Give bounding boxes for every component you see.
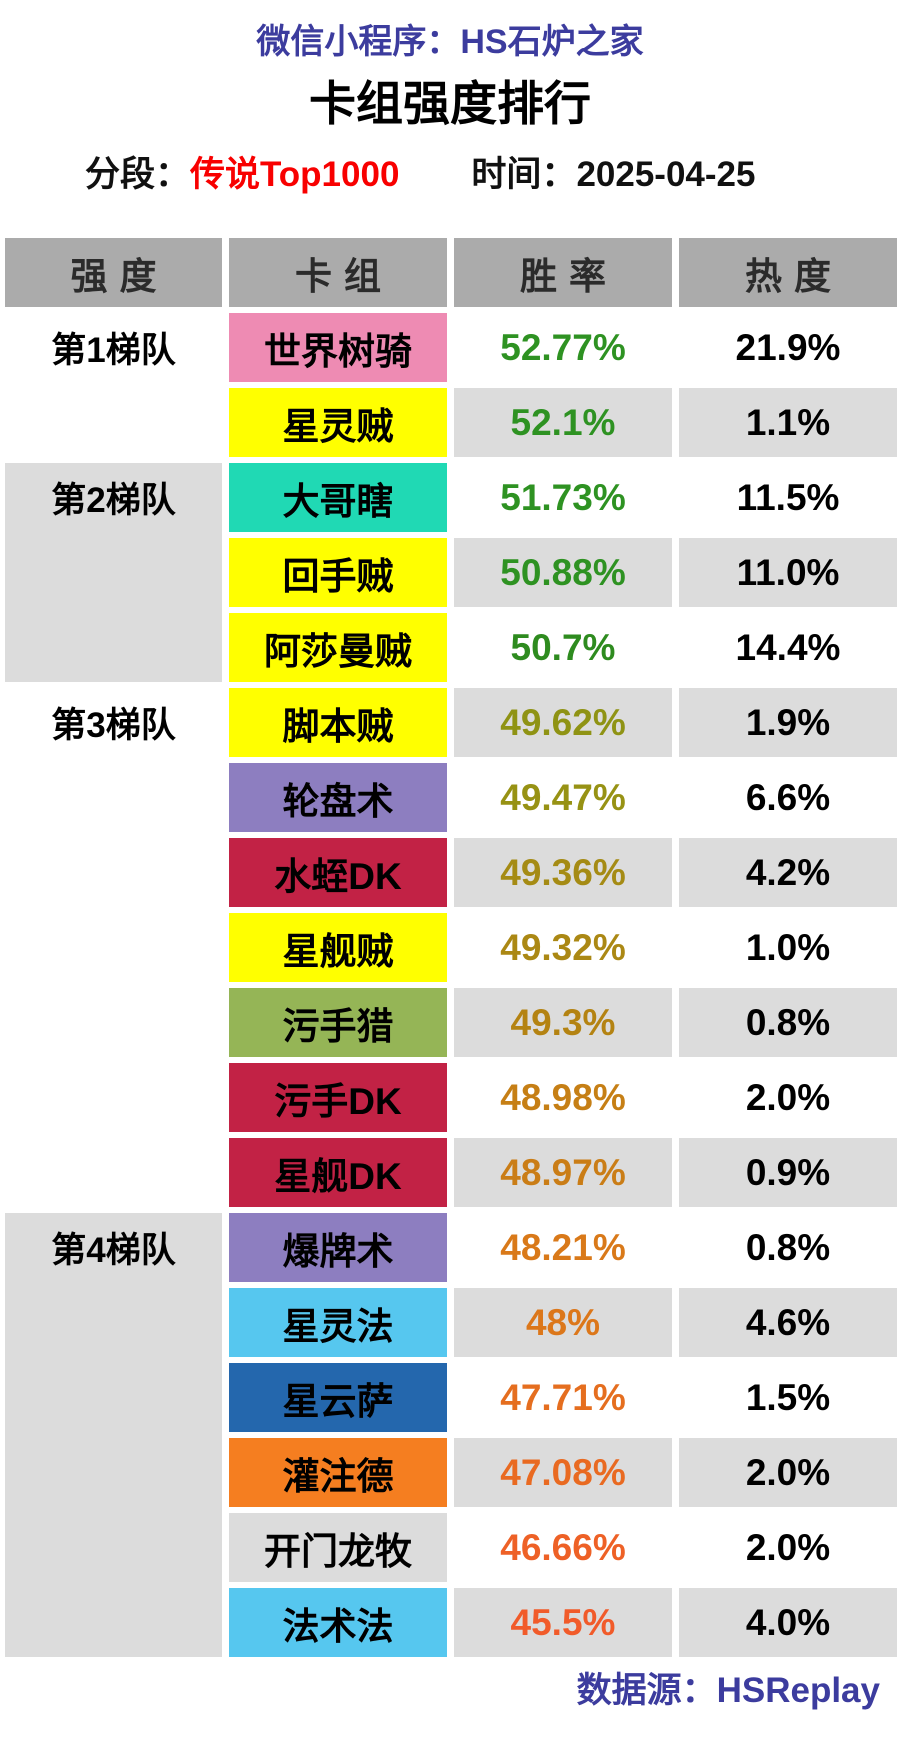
tier-label-2: 第2梯队 (51, 481, 176, 520)
deck-cell: 开门龙牧 (229, 1513, 447, 1582)
heat-value: 4.6% (679, 1288, 897, 1357)
winrate-value: 48.98% (454, 1063, 672, 1132)
deck-cell: 星灵法 (229, 1288, 447, 1357)
winrate-value: 52.77% (454, 313, 672, 382)
heat-value: 1.1% (679, 388, 897, 457)
deck-cell: 大哥瞎 (229, 463, 447, 532)
segment-label: 分段： (85, 155, 191, 194)
deck-cell: 阿莎曼贼 (229, 613, 447, 682)
heat-value: 4.2% (679, 838, 897, 907)
heat-value: 0.9% (679, 1138, 897, 1207)
heat-value: 4.0% (679, 1588, 897, 1657)
deck-cell: 爆牌术 (229, 1213, 447, 1282)
winrate-value: 48.97% (454, 1138, 672, 1207)
heat-value: 1.5% (679, 1363, 897, 1432)
heat-value: 11.5% (679, 463, 897, 532)
heat-value: 1.9% (679, 688, 897, 757)
winrate-value: 49.3% (454, 988, 672, 1057)
deck-cell: 回手贼 (229, 538, 447, 607)
tier-table: 强度 卡组 胜率 热度第1梯队第2梯队第3梯队第4梯队 世界树骑 52.77% 21.9% 星… (5, 238, 897, 1657)
tier-label-1: 第1梯队 (51, 331, 176, 370)
deck-cell: 星舰DK (229, 1138, 447, 1207)
winrate-value: 47.71% (454, 1363, 672, 1432)
deck-cell: 污手猎 (229, 988, 447, 1057)
column-header-1: 强度 (5, 238, 222, 307)
tier-label-3: 第3梯队 (51, 706, 176, 745)
winrate-value: 52.1% (454, 388, 672, 457)
heat-value: 6.6% (679, 763, 897, 832)
winrate-value: 48% (454, 1288, 672, 1357)
winrate-value: 48.21% (454, 1213, 672, 1282)
tier-cell-2: 第2梯队 (5, 463, 222, 682)
deck-cell: 世界树骑 (229, 313, 447, 382)
data-source-value: HSReplay (716, 1671, 880, 1710)
meta-line: 分段： 传说Top1000 时间： 2025-04-25 (0, 154, 900, 196)
app-source-line: 微信小程序：HS石炉之家 (256, 23, 644, 61)
heat-value: 1.0% (679, 913, 897, 982)
column-header-3: 胜率 (454, 238, 672, 307)
footer: 数据源：HSReplay (0, 1669, 900, 1713)
deck-cell: 星舰贼 (229, 913, 447, 982)
heat-value: 2.0% (679, 1063, 897, 1132)
tier-cell-3: 第3梯队 (5, 688, 222, 1207)
tier-label-4: 第4梯队 (51, 1231, 176, 1270)
deck-cell: 星灵贼 (229, 388, 447, 457)
deck-cell: 污手DK (229, 1063, 447, 1132)
data-source-label: 数据源： (576, 1671, 717, 1710)
column-header-4: 热度 (679, 238, 897, 307)
heat-value: 11.0% (679, 538, 897, 607)
winrate-value: 51.73% (454, 463, 672, 532)
tier-cell-4: 第4梯队 (5, 1213, 222, 1657)
heat-value: 2.0% (679, 1438, 897, 1507)
page-title: 卡组强度排行 (309, 77, 591, 130)
winrate-value: 46.66% (454, 1513, 672, 1582)
deck-cell: 轮盘术 (229, 763, 447, 832)
heat-value: 0.8% (679, 1213, 897, 1282)
deck-cell: 脚本贼 (229, 688, 447, 757)
winrate-value: 45.5% (454, 1588, 672, 1657)
deck-cell: 水蛭DK (229, 838, 447, 907)
segment-value: 传说Top1000 (190, 155, 400, 194)
winrate-value: 49.62% (454, 688, 672, 757)
deck-cell: 灌注德 (229, 1438, 447, 1507)
heat-value: 21.9% (679, 313, 897, 382)
heat-value: 2.0% (679, 1513, 897, 1582)
deck-cell: 星云萨 (229, 1363, 447, 1432)
winrate-value: 49.32% (454, 913, 672, 982)
winrate-value: 50.88% (454, 538, 672, 607)
winrate-value: 50.7% (454, 613, 672, 682)
tier-cell-1: 第1梯队 (5, 313, 222, 457)
heat-value: 14.4% (679, 613, 897, 682)
time-value: 2025-04-25 (576, 155, 756, 194)
column-header-2: 卡组 (229, 238, 447, 307)
heat-value: 0.8% (679, 988, 897, 1057)
deck-cell: 法术法 (229, 1588, 447, 1657)
winrate-value: 49.47% (454, 763, 672, 832)
time-label: 时间： (471, 155, 577, 194)
winrate-value: 47.08% (454, 1438, 672, 1507)
winrate-value: 49.36% (454, 838, 672, 907)
